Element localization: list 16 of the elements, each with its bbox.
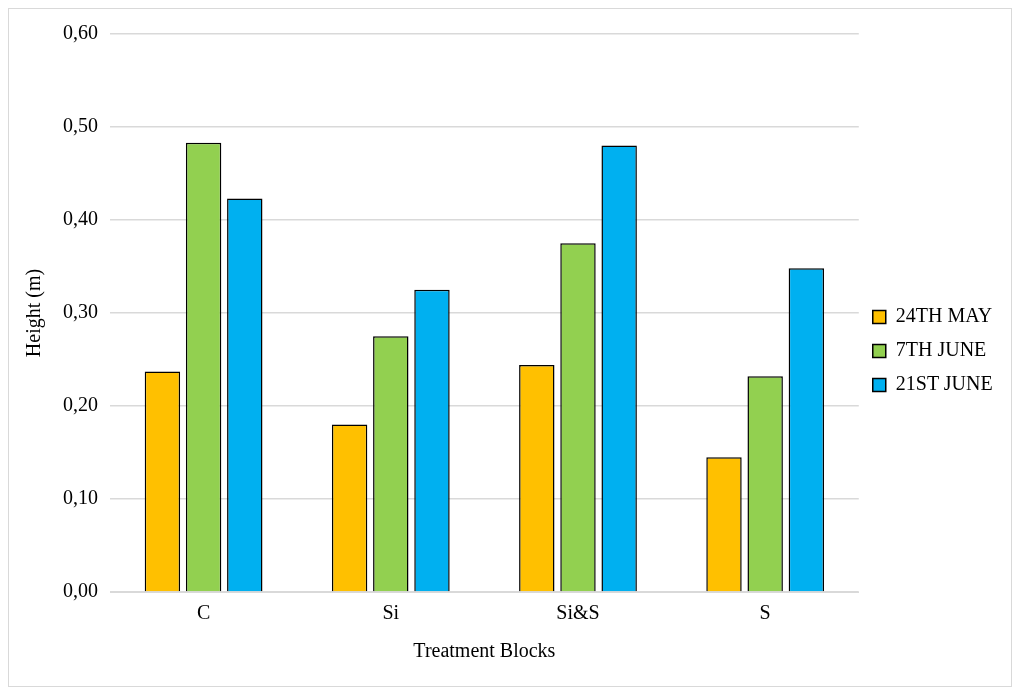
x-axis-title: Treatment Blocks [413,639,556,662]
legend-label: 24TH MAY [895,304,993,327]
x-tick-label: S [759,601,771,624]
y-tick-label: 0,40 [63,207,98,230]
y-tick-label: 0,20 [63,393,98,416]
y-axis-title: Height (m) [22,268,46,358]
legend-label: 21ST JUNE [895,372,993,395]
y-tick-label: 0,00 [63,579,98,602]
x-tick-label: C [196,601,211,624]
y-tick-label: 0,30 [63,300,98,323]
x-tick-label: Si [382,601,400,624]
y-tick-label: 0,50 [63,114,98,137]
legend-label: 7TH JUNE [895,338,987,361]
y-tick-label: 0,60 [63,21,98,44]
x-tick-label: Si&S [556,601,600,624]
y-tick-label: 0,10 [63,486,98,509]
